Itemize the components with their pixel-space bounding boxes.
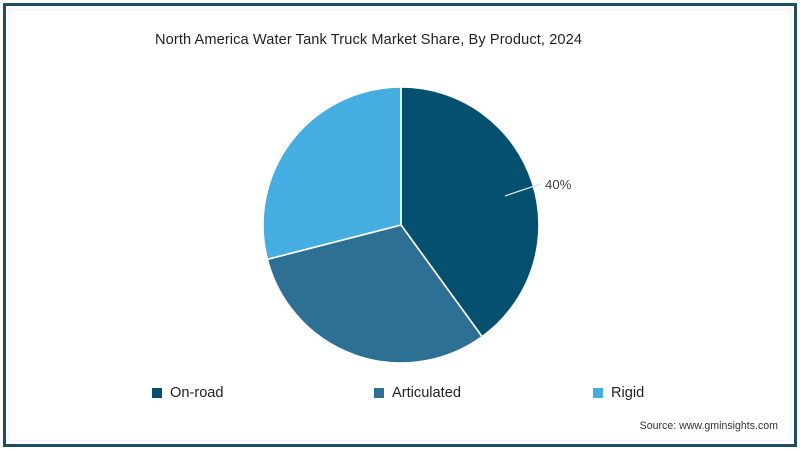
- pie-slice-on-road[interactable]: [400, 86, 540, 338]
- source-note: Source: www.gminsights.com: [639, 420, 778, 432]
- legend-item-articulated[interactable]: Articulated: [374, 381, 461, 405]
- pie-slice-articulated[interactable]: [266, 224, 484, 364]
- legend-label-on-road: On-road: [170, 385, 224, 401]
- value-label-leader-line: [504, 183, 542, 197]
- pie-slice-value-label-on-road: 40%: [545, 177, 572, 192]
- legend-swatch-rigid: [593, 388, 603, 398]
- legend-item-rigid[interactable]: Rigid: [593, 381, 644, 405]
- legend-swatch-on-road: [152, 388, 162, 398]
- pie-slice-group: [262, 86, 540, 364]
- legend-swatch-articulated: [374, 388, 384, 398]
- chart-title: North America Water Tank Truck Market Sh…: [155, 32, 583, 48]
- chart-legend: On-road Articulated Rigid: [152, 381, 652, 405]
- legend-label-articulated: Articulated: [392, 385, 461, 401]
- legend-item-on-road[interactable]: On-road: [152, 381, 224, 405]
- legend-label-rigid: Rigid: [611, 385, 645, 401]
- pie-slice-rigid[interactable]: [262, 86, 402, 261]
